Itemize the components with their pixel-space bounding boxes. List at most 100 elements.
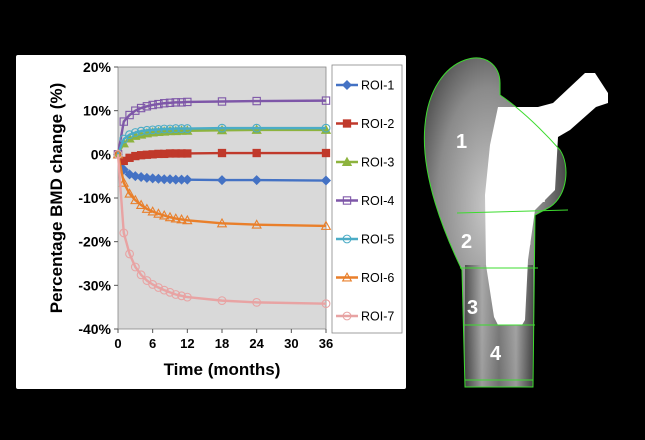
data-point: [171, 124, 181, 133]
data-point: [147, 206, 158, 216]
data-point: [321, 148, 331, 158]
data-point: [136, 103, 146, 113]
legend-entry: ROI-6: [336, 271, 394, 285]
chart-panel: 20% 10% 0% -10% -20% -30% -40% 0 6 12 18 24 30 36 Per…: [16, 55, 406, 389]
data-point: [130, 194, 141, 205]
series-roi-5: [113, 123, 331, 159]
legend-label: ROI-5: [361, 233, 394, 247]
data-point: [342, 234, 352, 244]
data-point: [136, 270, 146, 280]
data-point: [342, 196, 352, 205]
data-point: [251, 219, 262, 229]
data-point: [216, 217, 228, 228]
data-point: [171, 98, 180, 107]
data-point: [182, 292, 192, 302]
data-point: [341, 272, 353, 282]
x-tick-label: 30: [284, 336, 298, 351]
data-point: [130, 262, 140, 272]
data-point: [251, 175, 262, 186]
data-point: [131, 106, 140, 115]
femur-outline: [423, 57, 567, 388]
data-point: [170, 213, 182, 223]
legend-entry: ROI-7: [336, 310, 394, 324]
data-point: [148, 100, 157, 110]
roi-label-4: 4: [490, 343, 502, 365]
legend-entry: ROI-1: [336, 79, 394, 93]
data-point: [217, 123, 227, 133]
data-point: [118, 177, 130, 187]
x-tick-label: 0: [114, 336, 121, 351]
series-line: [116, 99, 327, 155]
data-point: [171, 290, 181, 299]
series-line: [116, 154, 327, 305]
roi-outlines: [423, 57, 569, 388]
x-tick-label: 24: [249, 336, 264, 351]
data-point: [119, 228, 129, 238]
data-point: [183, 97, 192, 107]
data-point: [252, 96, 261, 106]
y-tick-label: -10%: [78, 190, 111, 206]
data-point: [119, 134, 129, 144]
femur-xray-svg: 1 2 3 4 5 6 7: [423, 57, 608, 388]
data-point: [176, 213, 187, 224]
y-tick-label: -40%: [78, 321, 111, 337]
legend-entry: ROI-5: [336, 233, 394, 247]
data-point: [217, 97, 227, 106]
legend: ROI-1 ROI-2 ROI-3 ROI-4 ROI-5 ROI-6 ROI-7: [331, 64, 403, 334]
data-point: [154, 283, 163, 292]
series-roi-7: [113, 149, 331, 309]
legend-label: ROI-2: [361, 117, 394, 131]
data-point: [153, 208, 164, 218]
data-point: [321, 299, 331, 309]
axes: 20% 10% 0% -10% -20% -30% -40%0 6 12 18 24 30 36: [78, 59, 333, 351]
series-line: [116, 126, 326, 155]
legend-label: ROI-7: [361, 310, 394, 324]
roi-label-3: 3: [467, 297, 478, 319]
y-tick-label: 0%: [91, 146, 112, 162]
data-point: [320, 175, 332, 186]
data-point: [182, 214, 193, 225]
legend-entry: ROI-3: [336, 156, 394, 170]
roi-label-6: 6: [520, 231, 531, 253]
data-point: [165, 124, 175, 134]
data-point: [160, 99, 169, 108]
x-tick-label: 36: [319, 336, 333, 351]
data-point: [321, 96, 331, 105]
data-point: [125, 130, 134, 140]
data-point: [125, 249, 134, 259]
data-point: [341, 156, 353, 166]
data-point: [130, 128, 140, 137]
data-point: [217, 296, 227, 306]
data-point: [154, 125, 163, 134]
data-point: [183, 149, 192, 158]
roi-label-7: 7: [539, 185, 550, 207]
x-axis-label: Time (months): [164, 360, 281, 379]
data-point: [182, 174, 193, 185]
data-point: [321, 123, 331, 133]
data-point: [148, 125, 158, 135]
series-roi-6: [112, 148, 332, 230]
data-point: [217, 148, 227, 158]
data-point: [164, 211, 176, 222]
data-point: [165, 98, 175, 108]
data-point: [158, 210, 170, 220]
data-point: [341, 79, 353, 91]
x-tick-label: 18: [215, 336, 229, 351]
data-point: [216, 175, 228, 186]
roi-labels: 1 2 3 4 5 6 7: [456, 131, 550, 365]
y-axis-label: Percentage BMD change (%): [47, 83, 66, 314]
data-point: [113, 149, 123, 159]
data-point: [125, 110, 134, 120]
data-point: [252, 297, 262, 307]
legend-label: ROI-1: [361, 79, 394, 93]
data-point: [136, 126, 146, 136]
data-point: [142, 102, 152, 111]
roi-label-1: 1: [456, 131, 467, 153]
femur-xray-image: 1 2 3 4 5 6 7: [420, 55, 615, 389]
data-point: [252, 123, 262, 133]
data-point: [142, 125, 152, 135]
legend-label: ROI-6: [361, 271, 394, 285]
data-point: [252, 148, 261, 158]
data-point: [119, 117, 128, 126]
data-point: [159, 285, 169, 295]
